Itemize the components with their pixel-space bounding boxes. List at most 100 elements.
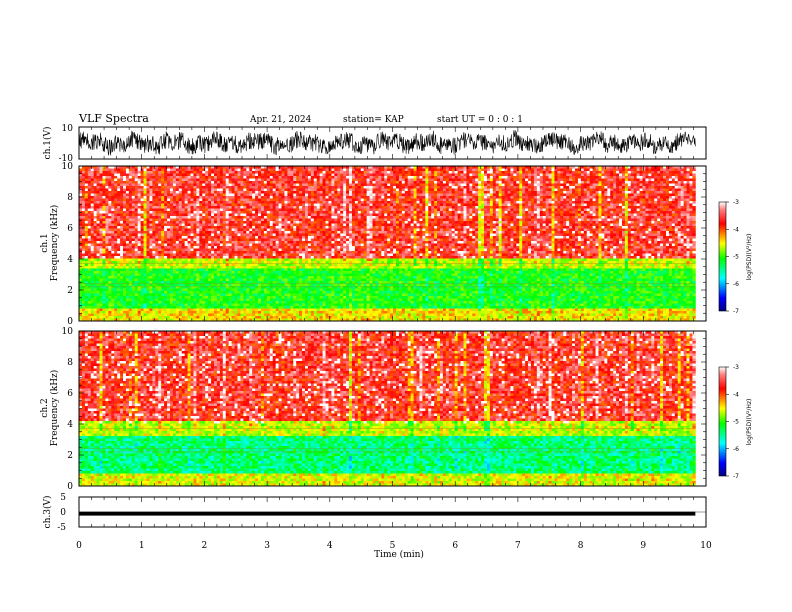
ch1-spectrogram-cell [120, 208, 124, 212]
ch1-spectrogram-cell [79, 173, 83, 177]
ch1-spectrogram-cell [307, 218, 312, 222]
ch1-spectrogram-cell [663, 176, 667, 179]
ch1-spectrogram-cell [671, 198, 676, 202]
ch1-spectrogram-cell [172, 223, 177, 227]
ch1-spectrogram-cell [164, 198, 168, 202]
ch1-spectrogram-cell [407, 183, 412, 187]
ch1-spectrogram-cell [340, 196, 344, 199]
ch1-spectrogram-cell [334, 171, 338, 174]
ch1-spectrogram-cell [624, 171, 629, 174]
ch1-spectrogram-cell [184, 168, 188, 172]
ch1-spectrogram-cell [404, 213, 409, 217]
ch1-spectrogram-cell [146, 178, 150, 182]
ch1-spectrogram-cell [592, 173, 596, 177]
ch1-spectrogram-cell [363, 173, 368, 177]
ch1-spectrogram-cell [363, 166, 368, 169]
ch1-spectrogram-cell [178, 211, 183, 214]
ch1-spectrogram-cell [589, 188, 594, 192]
ch1-spectrogram-cell [90, 183, 95, 187]
ch1-spectrogram-cell [343, 166, 347, 169]
ch1-spectrogram-cell [196, 198, 200, 202]
ch1-spectrogram-cell [199, 166, 203, 169]
ch1-spectrogram-cell [616, 178, 620, 182]
ch1-spectrogram-cell [616, 201, 620, 204]
ch1-spectrogram-cell [689, 213, 693, 217]
ch1-spectrogram-cell [337, 203, 341, 207]
ch1-spectrogram-cell [375, 171, 379, 174]
ch1-spectrogram-cell [463, 168, 467, 172]
ch1-spectrogram-cell [205, 211, 209, 214]
ch1-spectrogram-cell [639, 213, 643, 217]
ch1-spectrogram-cell [516, 218, 520, 222]
ch1-spectrogram-cell [639, 198, 643, 202]
ch1-spectrogram-cell [152, 188, 156, 192]
ch1-spectrogram-cell [451, 191, 456, 194]
ch1-spectrogram-cell [79, 178, 83, 182]
ch1-spectrogram-cell [351, 221, 356, 224]
ch1-spectrogram-cell [219, 203, 224, 207]
ch1-spectrogram-cell [548, 191, 552, 194]
ch1-spectrogram-cell [284, 193, 288, 197]
ch1-spectrogram-cell [193, 216, 197, 219]
ch1-spectrogram-cell [398, 168, 403, 172]
ch1-spectrogram-cell [219, 178, 224, 182]
ch1-spectrogram-cell [313, 176, 318, 179]
ch1-spectrogram-cell [164, 171, 168, 174]
ch1-spectrogram-cell [416, 203, 420, 207]
ch1-spectrogram-cell [284, 183, 288, 187]
ch1-spectrogram-cell [530, 188, 535, 192]
ch1-spectrogram-cell [346, 171, 350, 174]
ch1-spectrogram-cell [501, 178, 505, 182]
ch1-spectrogram-cell [445, 176, 450, 179]
ch1-spectrogram-cell [354, 193, 359, 197]
ch1-spectrogram-cell [81, 198, 86, 202]
ch1-spectrogram-cell [419, 173, 423, 177]
ch1-spectrogram-cell [193, 218, 197, 222]
ch1-spectrogram-cell [422, 188, 426, 192]
ch1-spectrogram-cell [601, 218, 605, 222]
ch1-spectrogram-cell [551, 171, 555, 174]
ch1-spectrogram-cell [128, 188, 133, 192]
ch1-spectrogram-cell [657, 211, 661, 214]
ch1-spectrogram-cell [636, 186, 640, 189]
ch1-spectrogram-cell [140, 216, 144, 219]
ch1-spectrogram-cell [575, 216, 579, 219]
ch1-spectrogram-cell [633, 191, 638, 194]
ch1-spectrogram-cell [231, 188, 235, 192]
ch1-spectrogram-cell [222, 171, 227, 174]
ch1-spectrogram-cell [563, 191, 567, 194]
ch1-spectrogram-cell [437, 173, 441, 177]
ch1-spectrogram-cell [131, 198, 136, 202]
ch1-spectrogram-cell [372, 166, 376, 169]
ch1-spectrogram-cell [208, 201, 212, 204]
ch1-spectrogram-cell [478, 221, 482, 224]
ch1-spectrogram-cell [216, 191, 221, 194]
ch1-spectrogram-cell [586, 183, 591, 187]
ch1-spectrogram-cell [542, 168, 547, 172]
ch1-spectrogram-cell [181, 218, 186, 222]
ch1-spectrogram-cell [349, 173, 353, 177]
ch1-spectrogram-cell [99, 178, 103, 182]
ch1-spectrogram-cell [545, 201, 549, 204]
ch1-spectrogram-cell [419, 188, 423, 192]
ch1-spectrogram-cell [621, 191, 626, 194]
ch1-spectrogram-cell [172, 168, 177, 172]
ch1-spectrogram-cell [260, 201, 265, 204]
ch1-spectrogram-cell [190, 168, 194, 172]
ch1-spectrogram-cell [469, 203, 473, 207]
ch1-waveform-line [79, 130, 696, 156]
ch1-spectrogram-cell [287, 168, 291, 172]
ch1-spectrogram-cell [639, 171, 643, 174]
ch1-spectrogram-cell [164, 221, 168, 224]
ch1-spectrogram-cell [237, 221, 241, 224]
ch1-spectrogram-cell [111, 193, 115, 197]
ch1-spectrogram-cell [278, 193, 282, 197]
ch1-spectrogram-cell [87, 171, 92, 174]
ch1-spectrogram-cell [407, 203, 412, 207]
ch1-spectrogram-cell [102, 218, 106, 222]
ch1-spectrogram-cell [583, 211, 588, 214]
ch1-spectrogram-cell [234, 201, 238, 204]
ch1-spectrogram-cell [178, 183, 183, 187]
ch1-spectrogram-cell [263, 173, 268, 177]
ch1-spectrogram-cell [557, 208, 561, 212]
